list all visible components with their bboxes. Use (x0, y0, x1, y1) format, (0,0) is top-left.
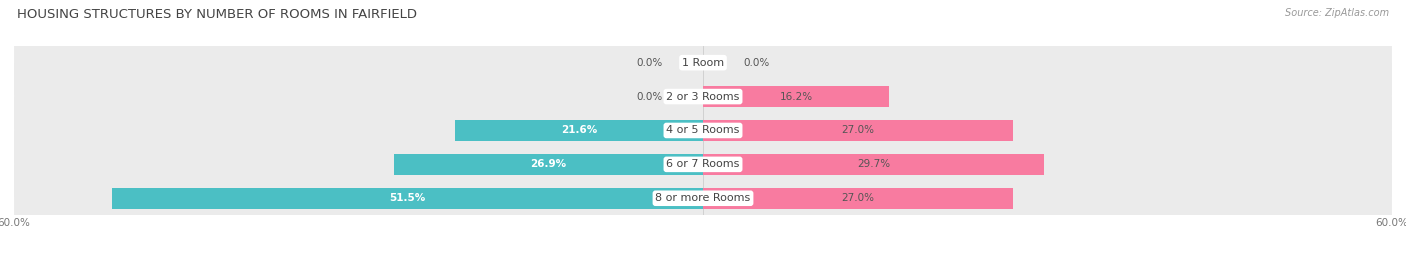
Text: Source: ZipAtlas.com: Source: ZipAtlas.com (1285, 8, 1389, 18)
Text: 51.5%: 51.5% (389, 193, 426, 203)
FancyBboxPatch shape (14, 33, 1392, 161)
Text: 6 or 7 Rooms: 6 or 7 Rooms (666, 159, 740, 169)
Bar (703, 86, 889, 107)
Text: 27.0%: 27.0% (842, 125, 875, 136)
Text: 0.0%: 0.0% (637, 91, 662, 102)
Bar (703, 154, 1045, 175)
Text: 1 Room: 1 Room (682, 58, 724, 68)
FancyBboxPatch shape (14, 66, 1392, 194)
Bar (703, 188, 1012, 209)
FancyBboxPatch shape (14, 100, 1392, 228)
Text: 0.0%: 0.0% (637, 58, 662, 68)
Bar (703, 120, 1012, 141)
Bar (394, 154, 703, 175)
Text: 8 or more Rooms: 8 or more Rooms (655, 193, 751, 203)
Text: 4 or 5 Rooms: 4 or 5 Rooms (666, 125, 740, 136)
Text: HOUSING STRUCTURES BY NUMBER OF ROOMS IN FAIRFIELD: HOUSING STRUCTURES BY NUMBER OF ROOMS IN… (17, 8, 416, 21)
Bar (456, 120, 703, 141)
Text: 2 or 3 Rooms: 2 or 3 Rooms (666, 91, 740, 102)
Text: 26.9%: 26.9% (530, 159, 567, 169)
Text: 27.0%: 27.0% (842, 193, 875, 203)
Text: 21.6%: 21.6% (561, 125, 598, 136)
Text: 29.7%: 29.7% (856, 159, 890, 169)
FancyBboxPatch shape (14, 134, 1392, 262)
Text: 0.0%: 0.0% (744, 58, 769, 68)
FancyBboxPatch shape (14, 0, 1392, 127)
Bar (111, 188, 703, 209)
Text: 16.2%: 16.2% (779, 91, 813, 102)
